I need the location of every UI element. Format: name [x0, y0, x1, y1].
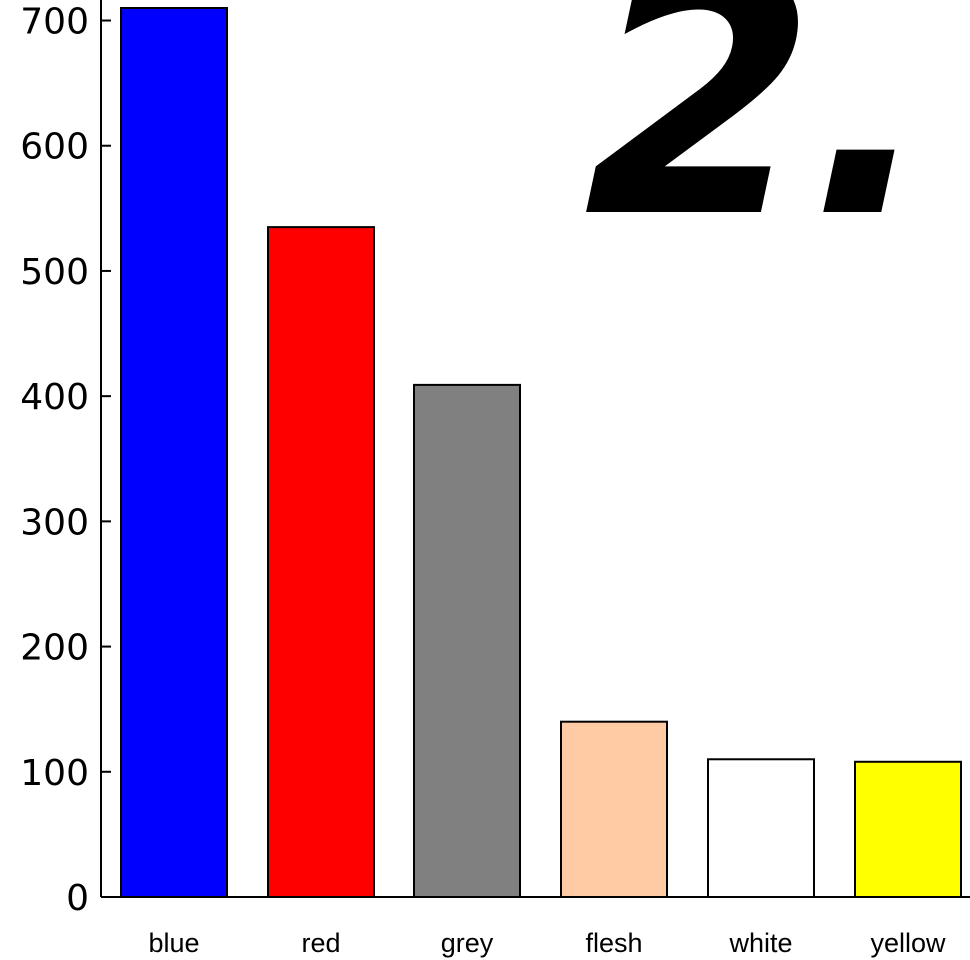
- y-tick-label: 500: [20, 252, 89, 293]
- y-tick-label: 400: [20, 377, 89, 418]
- y-tick-label: 600: [20, 127, 89, 168]
- bar-blue: [120, 7, 228, 898]
- axes-layer: [100, 0, 970, 898]
- y-tick-label: 0: [66, 878, 89, 919]
- x-tick-label-flesh: flesh: [585, 928, 642, 958]
- bar-grey: [413, 383, 521, 898]
- x-tick-label-blue: blue: [148, 928, 199, 958]
- y-tick-label: 100: [20, 753, 89, 794]
- labels-layer: 0 100 200 300 400 500 600 700 blue red grey flesh wh…: [20, 2, 946, 958]
- x-tick-label-yellow: yellow: [870, 928, 946, 958]
- bar-flesh: [560, 720, 668, 898]
- ticks-layer: [101, 19, 111, 898]
- bar-red: [267, 226, 375, 899]
- x-tick-label-white: white: [728, 928, 792, 958]
- bar-yellow: [854, 760, 962, 899]
- y-tick-label: 200: [20, 628, 89, 669]
- y-tick-label: 700: [20, 2, 89, 43]
- large-annotation-text: 2.: [543, 0, 970, 290]
- x-tick-label-grey: grey: [441, 928, 494, 958]
- bar-white: [707, 758, 815, 898]
- x-tick-label-red: red: [301, 928, 340, 958]
- bars-layer: [120, 7, 962, 899]
- y-tick-label: 300: [20, 502, 89, 543]
